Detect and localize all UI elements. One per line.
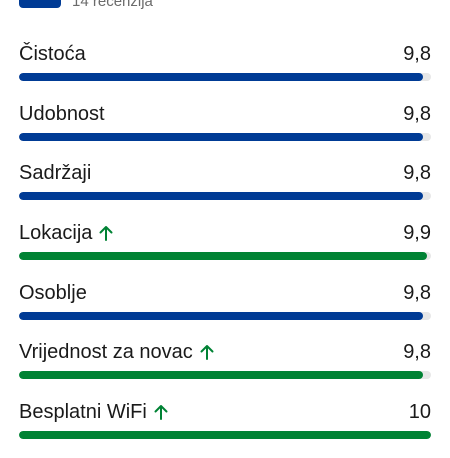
rating-score: 10 [408, 401, 431, 424]
rating-label: Čistoća [19, 43, 86, 65]
rating-score: 9,8 [403, 162, 431, 185]
rating-item-free-wifi: Besplatni WiFi 10 [19, 398, 431, 458]
rating-item-cleanliness: Čistoća 9,8 [19, 40, 431, 100]
rating-bar-track [19, 73, 431, 81]
rating-item-facilities: Sadržaji 9,8 [19, 159, 431, 219]
rating-bar-track [19, 252, 431, 261]
rating-item-location: Lokacija 9,9 [19, 219, 431, 279]
rating-score: 9,9 [403, 222, 431, 245]
rating-bar-fill [19, 192, 423, 201]
rating-bar-fill [19, 311, 423, 320]
rating-bar-track [19, 132, 431, 141]
arrow-up-icon [200, 345, 214, 361]
rating-bar-track [19, 371, 431, 380]
rating-item-staff: Osoblje 9,8 [19, 279, 431, 339]
rating-bar-fill [19, 252, 427, 261]
rating-item-value-for-money: Vrijednost za novac 9,8 [19, 338, 431, 398]
rating-bar-fill [19, 73, 423, 81]
rating-label: Lokacija [19, 222, 93, 245]
rating-label: Udobnost [19, 102, 105, 125]
rating-bar-track [19, 192, 431, 201]
rating-score: 9,8 [403, 102, 431, 125]
rating-list: Čistoća 9,8 Udobnost 9,8 Sadržaji 9,8 Lo… [19, 40, 431, 458]
rating-bar-track [19, 311, 431, 320]
rating-score: 9,8 [403, 281, 431, 304]
rating-label: Osoblje [19, 281, 87, 304]
rating-label: Sadržaji [19, 162, 92, 185]
score-badge [19, 0, 61, 8]
rating-label: Besplatni WiFi [19, 401, 147, 424]
rating-score: 9,8 [403, 43, 431, 65]
rating-label: Vrijednost za novac [19, 341, 193, 364]
arrow-up-icon [154, 405, 168, 421]
review-count: 14 recenzija [72, 0, 153, 10]
arrow-up-icon [99, 226, 113, 242]
rating-bar-fill [19, 431, 431, 440]
rating-score: 9,8 [403, 341, 431, 364]
rating-bar-fill [19, 132, 423, 141]
rating-item-comfort: Udobnost 9,8 [19, 100, 431, 160]
rating-bar-track [19, 431, 431, 440]
rating-bar-fill [19, 371, 423, 380]
